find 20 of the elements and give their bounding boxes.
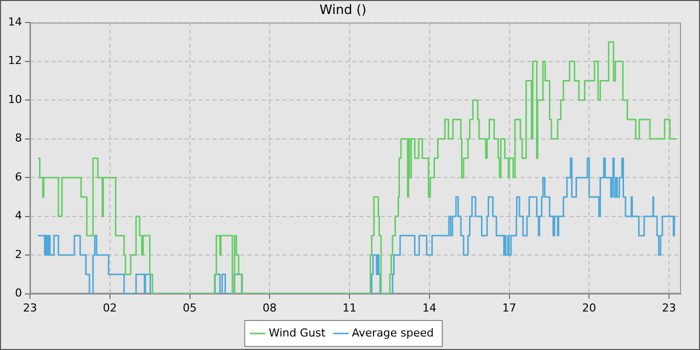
chart-title: Wind (): [320, 3, 366, 18]
x-tick-label: 20: [582, 301, 596, 314]
legend-label: Average speed: [352, 326, 434, 340]
x-tick-label: 14: [422, 301, 436, 314]
x-tick-label: 17: [502, 301, 516, 314]
x-tick-label: 23: [22, 301, 37, 314]
y-tick-label: 8: [14, 132, 22, 145]
y-tick-label: 14: [8, 15, 22, 28]
y-tick-label: 0: [14, 286, 22, 300]
y-tick-label: 4: [14, 209, 22, 222]
x-tick-label: 02: [102, 301, 117, 314]
x-tick-label: 08: [262, 301, 277, 314]
x-tick-label: 23: [662, 301, 676, 314]
x-tick-label: 05: [182, 301, 197, 314]
legend-label: Wind Gust: [268, 326, 326, 340]
y-tick-label: 12: [8, 54, 22, 68]
y-tick-label: 2: [14, 248, 22, 261]
y-tick-label: 6: [14, 170, 22, 184]
y-tick-label: 10: [8, 92, 22, 106]
x-tick-label: 11: [342, 301, 357, 314]
